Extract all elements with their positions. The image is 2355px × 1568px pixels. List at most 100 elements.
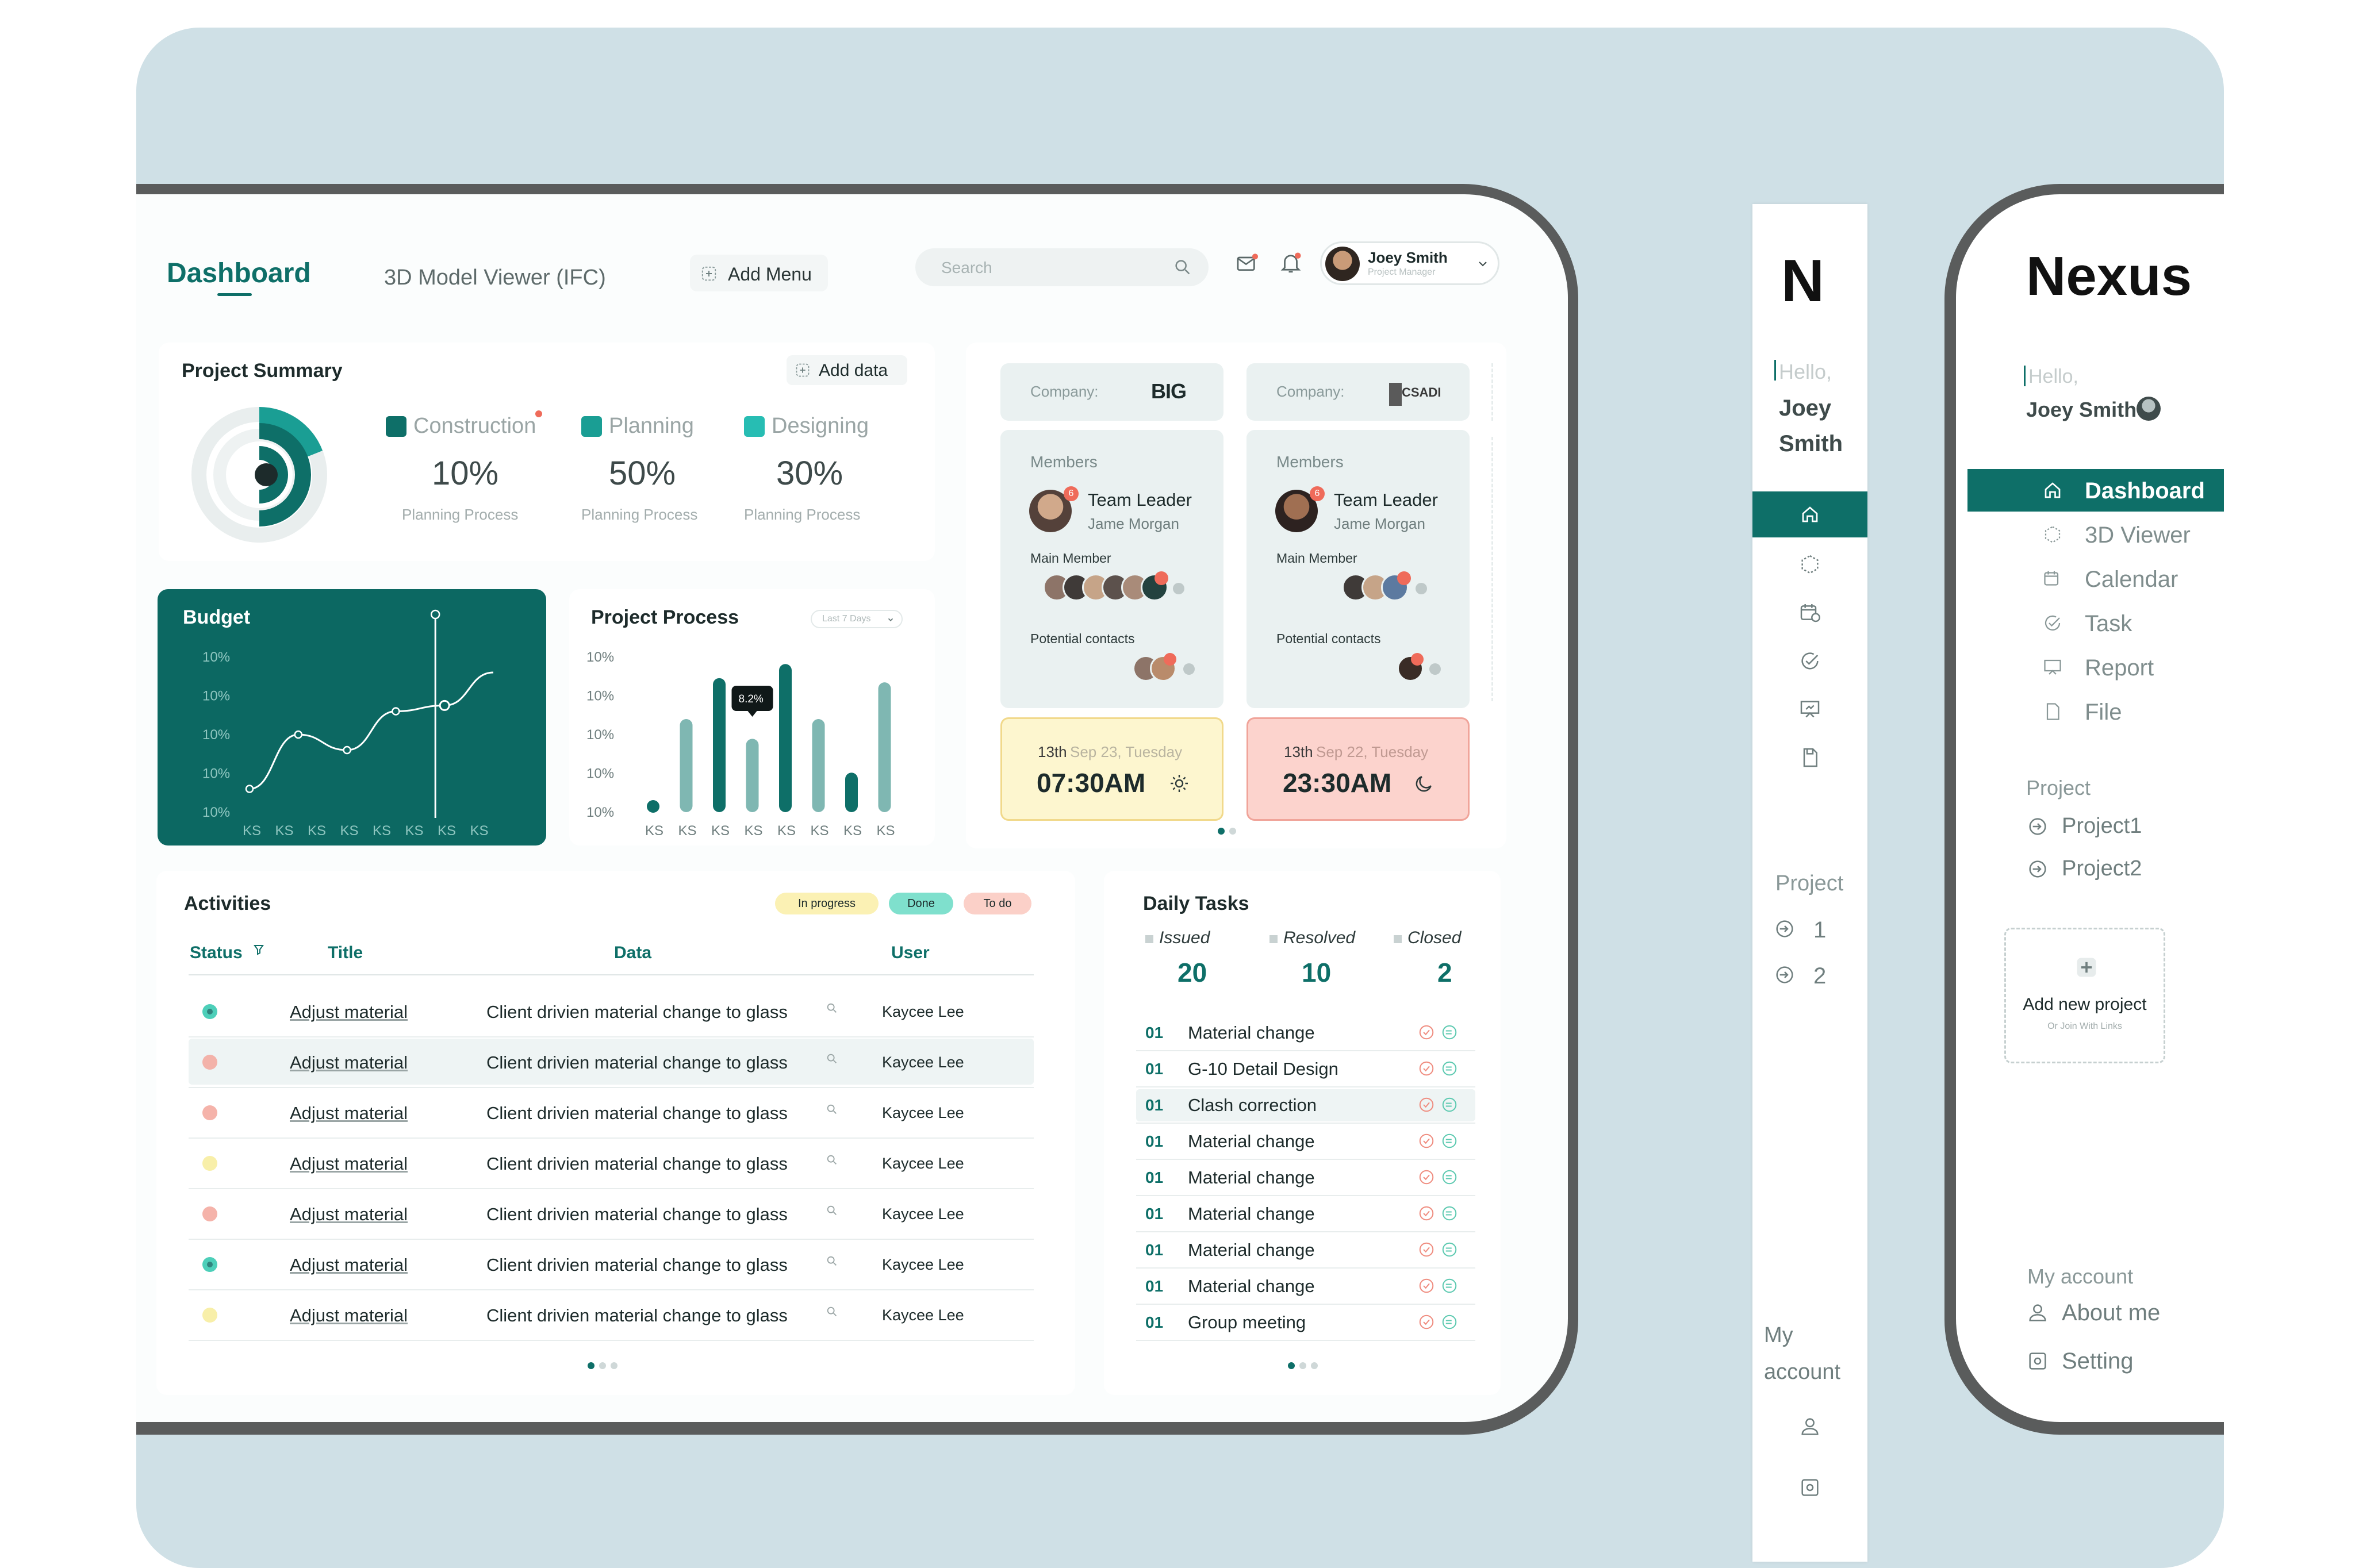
task-row[interactable]: 01 G-10 Detail Design	[1136, 1053, 1475, 1085]
forward-icon[interactable]	[1441, 1241, 1458, 1258]
sidebar-item-calendar[interactable]: Calendar	[1967, 558, 2224, 600]
table-row[interactable]: Adjust material Client drivien material c…	[189, 988, 1034, 1034]
row-title[interactable]: Adjust material	[290, 1052, 408, 1073]
forward-icon[interactable]	[1441, 1313, 1458, 1331]
carousel-dot[interactable]	[1229, 828, 1236, 835]
forward-icon[interactable]	[1441, 1060, 1458, 1077]
collapsed-project-1[interactable]: 1	[1813, 917, 1827, 943]
task-row[interactable]: 01 Material change	[1136, 1125, 1475, 1158]
row-title[interactable]: Adjust material	[290, 1305, 408, 1325]
budget-point[interactable]	[245, 785, 254, 793]
task-row[interactable]: 01 Clash correction	[1136, 1089, 1475, 1121]
process-bar[interactable]	[779, 664, 792, 812]
row-title[interactable]: Adjust material	[290, 1255, 408, 1275]
forward-icon[interactable]	[1441, 1205, 1458, 1222]
legend-in-progress[interactable]: In progress	[775, 893, 879, 914]
reject-icon[interactable]	[1418, 1024, 1435, 1041]
pagination-dot-active[interactable]	[1288, 1362, 1295, 1369]
sidebar-item-3d-viewer[interactable]: 3D Viewer	[1967, 513, 2224, 556]
process-bar[interactable]	[878, 682, 891, 812]
process-bar[interactable]	[812, 719, 825, 812]
table-row[interactable]: Adjust material Client drivien material c…	[189, 1292, 1034, 1338]
sidebar-item-dashboard[interactable]: Dashboard	[1967, 469, 2224, 512]
search-icon[interactable]	[826, 1002, 838, 1014]
budget-point[interactable]	[392, 707, 400, 716]
collapsed-project-2[interactable]: 2	[1813, 963, 1827, 989]
legend-done[interactable]: Done	[889, 893, 953, 914]
sidebar-item-file[interactable]: File	[1967, 690, 2224, 733]
mail-icon[interactable]	[1235, 252, 1258, 275]
pagination-dot[interactable]	[611, 1362, 617, 1369]
reject-icon[interactable]	[1418, 1096, 1435, 1113]
company-header[interactable]: Company: BIG	[1000, 363, 1223, 421]
budget-point[interactable]	[343, 745, 351, 755]
search-icon[interactable]	[826, 1052, 838, 1065]
task-row[interactable]: 01 Group meeting	[1136, 1306, 1475, 1339]
add-menu-button[interactable]: Add Menu	[690, 255, 828, 291]
forward-icon[interactable]	[1441, 1169, 1458, 1186]
budget-point[interactable]	[294, 730, 303, 739]
reject-icon[interactable]	[1418, 1132, 1435, 1150]
column-data[interactable]: Data	[614, 943, 652, 962]
table-row[interactable]: Adjust material Client drivien material c…	[189, 1140, 1034, 1186]
pagination-dot[interactable]	[1299, 1362, 1306, 1369]
search-icon[interactable]	[826, 1305, 838, 1318]
process-bar[interactable]	[746, 739, 759, 812]
collapsed-nav-dashboard[interactable]	[1752, 491, 1867, 537]
sidebar-about-me[interactable]: About me	[2026, 1299, 2210, 1328]
table-row[interactable]: Adjust material Client drivien material c…	[189, 1089, 1034, 1135]
sidebar-logo[interactable]: Nexus	[2026, 245, 2192, 307]
process-bar[interactable]	[680, 719, 693, 812]
sidebar-setting[interactable]: Setting	[2026, 1347, 2210, 1376]
pagination-dot[interactable]	[1311, 1362, 1318, 1369]
search-input[interactable]: Search	[915, 248, 1209, 286]
table-row[interactable]: Adjust material Client drivien material c…	[189, 1190, 1034, 1236]
process-bar[interactable]	[647, 800, 659, 813]
check-icon[interactable]	[1798, 650, 1821, 672]
sidebar-item-task[interactable]: Task	[1967, 602, 2224, 644]
task-row[interactable]: 01 Material change	[1136, 1234, 1475, 1266]
sidebar-project-1[interactable]: Project1	[2026, 813, 2199, 841]
column-status[interactable]: Status	[190, 943, 243, 962]
reject-icon[interactable]	[1418, 1060, 1435, 1077]
project-icon[interactable]	[1773, 917, 1796, 940]
carousel-dot-active[interactable]	[1218, 828, 1225, 835]
search-icon[interactable]	[826, 1103, 838, 1116]
task-row[interactable]: 01 Material change	[1136, 1270, 1475, 1302]
task-row[interactable]: 01 Material change	[1136, 1198, 1475, 1230]
sidebar-item-report[interactable]: Report	[1967, 646, 2224, 689]
schedule-card[interactable]: 13th Sep 23, Tuesday 07:30AM	[1000, 717, 1223, 821]
add-new-project-button[interactable]: Add new project Or Join With Links	[2004, 928, 2165, 1063]
forward-icon[interactable]	[1441, 1096, 1458, 1113]
bell-icon[interactable]	[1279, 251, 1303, 275]
process-bar[interactable]	[713, 678, 726, 812]
project-icon[interactable]	[1773, 963, 1796, 986]
task-row[interactable]: 01 Material change	[1136, 1017, 1475, 1049]
calendar-icon[interactable]	[1798, 601, 1821, 624]
task-row[interactable]: 01 Material change	[1136, 1162, 1475, 1194]
collapsed-logo[interactable]: N	[1781, 248, 1825, 314]
filter-icon[interactable]	[253, 943, 267, 957]
pagination-dot-active[interactable]	[588, 1362, 594, 1369]
search-icon[interactable]	[826, 1204, 838, 1217]
user-icon[interactable]	[1798, 1415, 1821, 1438]
company-header[interactable]: Company: CSADI	[1246, 363, 1470, 421]
row-title[interactable]: Adjust material	[290, 1204, 408, 1224]
settings-icon[interactable]	[1798, 1476, 1821, 1499]
sidebar-project-2[interactable]: Project2	[2026, 855, 2199, 884]
row-title[interactable]: Adjust material	[290, 1154, 408, 1174]
table-row[interactable]: Adjust material Client drivien material c…	[189, 1039, 1034, 1085]
reject-icon[interactable]	[1418, 1169, 1435, 1186]
reject-icon[interactable]	[1418, 1241, 1435, 1258]
tab-3d-viewer[interactable]: 3D Model Viewer (IFC)	[384, 266, 606, 290]
row-title[interactable]: Adjust material	[290, 1103, 408, 1123]
forward-icon[interactable]	[1441, 1024, 1458, 1041]
forward-icon[interactable]	[1441, 1132, 1458, 1150]
reject-icon[interactable]	[1418, 1205, 1435, 1222]
table-row[interactable]: Adjust material Client drivien material c…	[189, 1241, 1034, 1287]
budget-point-highlight[interactable]	[439, 700, 450, 711]
search-icon[interactable]	[1173, 258, 1192, 277]
forward-icon[interactable]	[1441, 1277, 1458, 1294]
budget-cursor-handle[interactable]	[430, 609, 440, 620]
page-title[interactable]: Dashboard	[167, 258, 311, 289]
